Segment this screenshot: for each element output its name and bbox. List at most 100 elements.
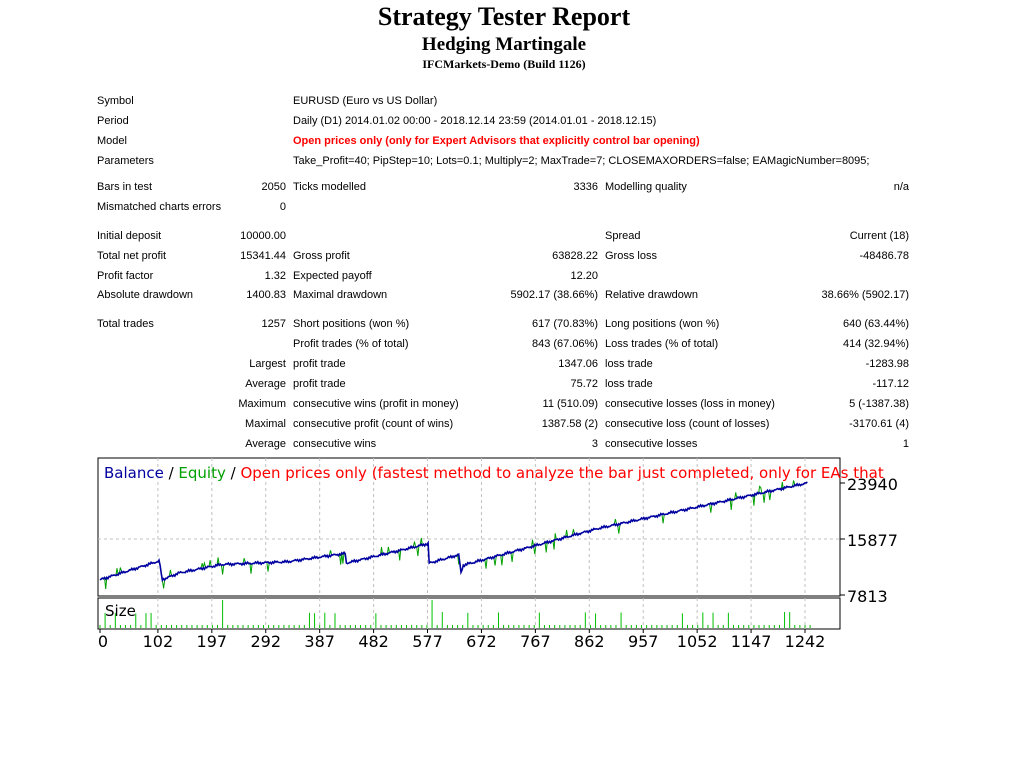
stat-label: consecutive wins bbox=[293, 438, 377, 450]
server-name: IFCMarkets-Demo (Build 1126) bbox=[422, 57, 586, 71]
info-value: EURUSD (Euro vs US Dollar) bbox=[293, 95, 438, 107]
x-tick-label: 862 bbox=[574, 632, 605, 651]
stat-label: Loss trades (% of total) bbox=[605, 338, 719, 350]
stat-value: 843 (67.06%) bbox=[531, 338, 598, 350]
stat-value: 75.72 bbox=[570, 378, 598, 390]
stat-label: Modelling quality bbox=[605, 181, 687, 193]
stat-label: Absolute drawdown bbox=[97, 289, 194, 301]
stat-value: 5 (-1387.38) bbox=[849, 398, 909, 410]
stat-label: consecutive profit (count of wins) bbox=[293, 418, 454, 430]
stat-label: Average bbox=[245, 438, 286, 450]
stat-label: loss trade bbox=[605, 378, 653, 390]
legend-sep2: / bbox=[226, 464, 241, 482]
stat-label: Gross loss bbox=[605, 250, 657, 262]
x-tick-label: 957 bbox=[628, 632, 659, 651]
stat-value: 414 (32.94%) bbox=[842, 338, 909, 350]
info-value: Take_Profit=40; PipStep=10; Lots=0.1; Mu… bbox=[293, 155, 870, 167]
stat-value: 1387.58 (2) bbox=[541, 418, 598, 430]
x-tick-label: 1147 bbox=[731, 632, 772, 651]
stat-value: 1257 bbox=[261, 318, 286, 330]
info-label: Period bbox=[97, 115, 129, 127]
legend-model: Open prices only (fastest method to anal… bbox=[240, 464, 883, 482]
stat-label: profit trade bbox=[293, 358, 346, 370]
x-tick-label: 672 bbox=[466, 632, 497, 651]
x-tick-label: 292 bbox=[250, 632, 281, 651]
x-tick-label: 102 bbox=[143, 632, 174, 651]
y-tick-label: 7813 bbox=[847, 587, 888, 606]
legend-balance: Balance bbox=[104, 464, 164, 482]
x-tick-label: 767 bbox=[520, 632, 551, 651]
stat-label: Maximum bbox=[238, 398, 286, 410]
chart-frame bbox=[97, 457, 841, 597]
stat-label: consecutive losses bbox=[605, 438, 698, 450]
stat-value: n/a bbox=[893, 181, 909, 193]
stat-value: 3 bbox=[591, 438, 598, 450]
x-tick-label: 387 bbox=[304, 632, 335, 651]
stat-value: -117.12 bbox=[872, 378, 910, 390]
stat-value: 3336 bbox=[573, 181, 598, 193]
size-label: Size bbox=[105, 602, 136, 620]
stat-label: Initial deposit bbox=[97, 230, 162, 242]
info-value: Open prices only (only for Expert Adviso… bbox=[293, 135, 700, 147]
stat-value: 640 (63.44%) bbox=[842, 318, 909, 330]
balance-line bbox=[99, 481, 808, 583]
report-title: Strategy Tester Report bbox=[377, 2, 631, 31]
x-tick-label: 197 bbox=[197, 632, 228, 651]
stat-value: 2050 bbox=[261, 181, 286, 193]
stat-value: -48486.78 bbox=[859, 250, 909, 262]
stat-label: Profit factor bbox=[97, 270, 154, 282]
info-label: Symbol bbox=[97, 95, 134, 107]
y-tick-label: 23940 bbox=[847, 475, 898, 494]
stat-value: 0 bbox=[279, 201, 286, 213]
stat-label: Maximal drawdown bbox=[293, 289, 388, 301]
x-tick-label: 577 bbox=[412, 632, 443, 651]
stat-value: 1347.06 bbox=[558, 358, 598, 370]
stat-label: Maximal bbox=[245, 418, 286, 430]
stat-value: 1 bbox=[902, 438, 909, 450]
info-label: Parameters bbox=[97, 155, 154, 167]
stat-value: 38.66% (5902.17) bbox=[821, 289, 909, 301]
stat-label: Spread bbox=[605, 230, 641, 242]
stat-label: Long positions (won %) bbox=[605, 318, 720, 330]
stat-value: -3170.61 (4) bbox=[849, 418, 909, 430]
chart-legend: Balance / Equity / Open prices only (fas… bbox=[104, 464, 884, 482]
x-tick-label: 1052 bbox=[677, 632, 718, 651]
stat-value: 1.32 bbox=[264, 270, 286, 282]
stat-label: Total net profit bbox=[97, 250, 167, 262]
stat-label: consecutive losses (loss in money) bbox=[605, 398, 775, 410]
stat-value: 63828.22 bbox=[552, 250, 598, 262]
stat-label: loss trade bbox=[605, 358, 653, 370]
legend-equity: Equity bbox=[178, 464, 226, 482]
stat-label: consecutive wins (profit in money) bbox=[293, 398, 459, 410]
stat-value: Current (18) bbox=[849, 230, 909, 242]
info-label: Model bbox=[97, 135, 127, 147]
x-tick-label: 482 bbox=[358, 632, 389, 651]
stat-value: 11 (510.09) bbox=[542, 398, 598, 410]
stat-value: 5902.17 (38.66%) bbox=[510, 289, 598, 301]
stat-label: Short positions (won %) bbox=[293, 318, 410, 330]
x-tick-label: 0 bbox=[98, 632, 108, 651]
stat-label: Profit trades (% of total) bbox=[293, 338, 409, 350]
stat-label: Expected payoff bbox=[293, 270, 372, 282]
stat-label: Largest bbox=[249, 358, 286, 370]
stat-value: -1283.98 bbox=[865, 358, 909, 370]
stat-value: 10000.00 bbox=[240, 230, 286, 242]
legend-sep1: / bbox=[164, 464, 179, 482]
stat-label: Mismatched charts errors bbox=[97, 201, 222, 213]
stat-label: Total trades bbox=[97, 318, 154, 330]
stat-label: Ticks modelled bbox=[293, 181, 366, 193]
size-frame bbox=[97, 597, 841, 630]
stat-value: 15341.44 bbox=[240, 250, 286, 262]
stat-label: Gross profit bbox=[293, 250, 350, 262]
info-value: Daily (D1) 2014.01.02 00:00 - 2018.12.14… bbox=[293, 115, 657, 127]
stat-value: 1400.83 bbox=[246, 289, 286, 301]
stat-label: consecutive loss (count of losses) bbox=[605, 418, 770, 430]
y-tick-label: 15877 bbox=[847, 531, 898, 550]
stat-label: Bars in test bbox=[97, 181, 153, 193]
stat-value: 12.20 bbox=[570, 270, 598, 282]
report-subtitle: Hedging Martingale bbox=[421, 34, 587, 55]
stat-value: 617 (70.83%) bbox=[531, 318, 598, 330]
stat-label: Relative drawdown bbox=[605, 289, 698, 301]
stat-label: Average bbox=[245, 378, 286, 390]
